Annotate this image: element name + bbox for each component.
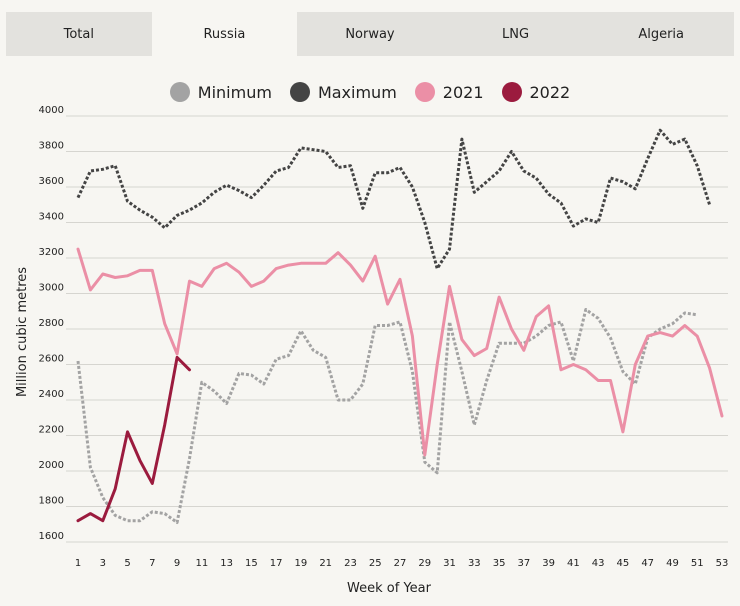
series-line-minimum [76, 308, 698, 524]
x-tick-label: 11 [195, 558, 208, 569]
legend-swatch-2022 [501, 82, 522, 102]
y-tick-label: 1600 [39, 531, 64, 542]
x-tick-label: 35 [493, 558, 506, 569]
legend-label-maximum: Maximum [317, 82, 397, 102]
y-tick-label: 2800 [39, 318, 64, 329]
x-tick-label: 17 [270, 558, 283, 569]
y-tick-label: 3000 [39, 283, 64, 294]
x-axis-ticks: 1 3 5 7 9 11 13 15 17 19 21 23 25 27 29 31 33 35 37 39 41 43 4… [75, 558, 729, 569]
legend-item-minimum[interactable]: Minimum [169, 82, 272, 102]
x-tick-label: 49 [666, 558, 679, 569]
series-line-maximum [76, 128, 712, 271]
tab-bar: Total Russia Norway LNG Algeria [6, 12, 734, 56]
x-tick-label: 3 [100, 558, 106, 569]
x-tick-label: 53 [716, 558, 729, 569]
y-tick-label: 2600 [39, 354, 64, 365]
x-tick-label: 45 [617, 558, 630, 569]
x-tick-label: 25 [369, 558, 382, 569]
x-tick-label: 5 [124, 558, 130, 569]
y-tick-label: 2000 [39, 460, 64, 471]
legend-item-2021[interactable]: 2021 [414, 82, 484, 102]
y-tick-label: 2400 [39, 389, 64, 400]
tab-lng[interactable]: LNG [443, 12, 589, 56]
y-axis-ticks: 1600 1800 2000 2200 2400 2600 2800 3000 3200 3400… [39, 105, 64, 542]
x-tick-label: 29 [418, 558, 431, 569]
y-tick-label: 3400 [39, 212, 64, 223]
x-tick-label: 7 [149, 558, 155, 569]
x-tick-label: 31 [443, 558, 456, 569]
legend-swatch-2021 [414, 82, 435, 102]
legend-label-minimum: Minimum [197, 82, 272, 102]
x-tick-label: 27 [394, 558, 407, 569]
x-tick-label: 37 [517, 558, 530, 569]
series-lines [76, 128, 724, 524]
tab-norway[interactable]: Norway [297, 12, 443, 56]
legend-item-maximum[interactable]: Maximum [289, 82, 397, 102]
legend-item-2022[interactable]: 2022 [501, 82, 571, 102]
x-tick-label: 13 [220, 558, 233, 569]
y-tick-label: 4000 [39, 105, 64, 116]
x-tick-label: 1 [75, 558, 81, 569]
gridlines [66, 115, 728, 543]
tab-label: LNG [502, 26, 530, 42]
tab-label: Total [63, 26, 94, 42]
legend-swatch-minimum [169, 82, 190, 102]
x-tick-label: 19 [295, 558, 308, 569]
x-tick-label: 39 [542, 558, 555, 569]
series-line-2022 [76, 355, 191, 523]
tab-label: Russia [203, 26, 246, 42]
y-tick-label: 3800 [39, 141, 64, 152]
x-tick-label: 23 [344, 558, 357, 569]
series-line-2021 [76, 247, 724, 457]
tab-total[interactable]: Total [6, 12, 152, 56]
tab-algeria[interactable]: Algeria [588, 12, 734, 56]
x-axis-label: Week of Year [347, 581, 432, 596]
x-tick-label: 21 [319, 558, 332, 569]
y-axis-label: Million cubic metres [15, 267, 30, 397]
y-tick-label: 1800 [39, 496, 64, 507]
x-tick-label: 51 [691, 558, 704, 569]
chart-legend: Minimum Maximum 2021 2022 [0, 82, 740, 102]
x-tick-label: 9 [174, 558, 180, 569]
legend-swatch-maximum [289, 82, 310, 102]
x-tick-label: 47 [641, 558, 654, 569]
y-tick-label: 3200 [39, 247, 64, 258]
tab-russia[interactable]: Russia [151, 12, 298, 56]
x-tick-label: 33 [468, 558, 481, 569]
x-tick-label: 43 [592, 558, 605, 569]
x-tick-label: 41 [567, 558, 580, 569]
y-tick-label: 2200 [39, 425, 64, 436]
legend-label-2021: 2021 [442, 82, 484, 102]
tab-label: Norway [345, 26, 395, 42]
tab-label: Algeria [638, 26, 685, 42]
x-tick-label: 15 [245, 558, 258, 569]
y-tick-label: 3600 [39, 176, 64, 187]
legend-label-2022: 2022 [529, 82, 571, 102]
